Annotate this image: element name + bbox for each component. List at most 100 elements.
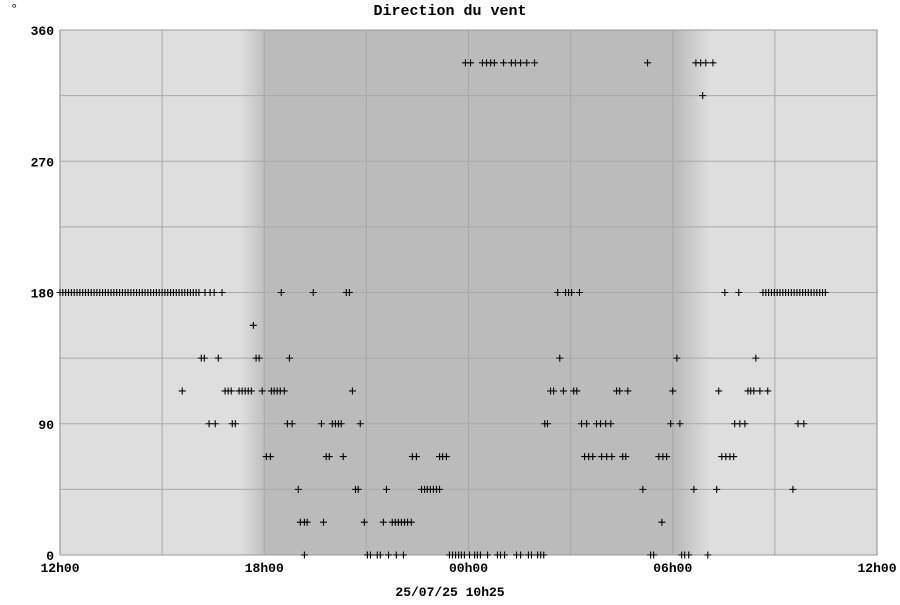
- data-point: [231, 420, 239, 428]
- data-point: [713, 485, 721, 493]
- data-point: [800, 420, 808, 428]
- x-tick-label: 12h00: [40, 561, 79, 576]
- data-point: [385, 551, 393, 559]
- data-point: [227, 387, 235, 395]
- data-point: [690, 485, 698, 493]
- data-point: [280, 387, 288, 395]
- y-tick-label: 360: [31, 24, 55, 39]
- data-point: [575, 289, 583, 296]
- data-point: [285, 354, 293, 362]
- data-point: [382, 485, 390, 493]
- data-point: [669, 387, 677, 395]
- y-tick-label: 180: [31, 287, 55, 302]
- data-point: [550, 387, 558, 395]
- data-point: [821, 289, 829, 296]
- data-point: [258, 387, 266, 395]
- data-point: [399, 551, 407, 559]
- data-point: [412, 453, 420, 461]
- data-point: [360, 518, 368, 526]
- data-point: [715, 387, 723, 395]
- data-point: [709, 59, 717, 67]
- chart-title: Direction du vent: [373, 3, 526, 20]
- data-point: [354, 485, 362, 493]
- data-point: [407, 518, 415, 526]
- data-point: [702, 59, 710, 67]
- data-point: [756, 387, 764, 395]
- data-point: [523, 59, 531, 67]
- data-point: [730, 453, 738, 461]
- data-point: [639, 485, 647, 493]
- data-point: [309, 289, 317, 296]
- data-point: [622, 453, 630, 461]
- data-point: [704, 551, 712, 559]
- data-point: [568, 289, 576, 296]
- data-point: [752, 354, 760, 362]
- data-point: [348, 387, 356, 395]
- x-tick-label: 06h00: [653, 561, 692, 576]
- data-point: [345, 289, 353, 296]
- data-point: [616, 387, 624, 395]
- data-point: [214, 354, 222, 362]
- data-point: [721, 289, 729, 296]
- data-point: [531, 59, 539, 67]
- data-point: [317, 420, 325, 428]
- data-point: [608, 453, 616, 461]
- data-point: [650, 551, 658, 559]
- data-point: [667, 420, 675, 428]
- data-point: [392, 551, 400, 559]
- data-point: [255, 354, 263, 362]
- data-point: [195, 289, 203, 296]
- data-point: [205, 420, 213, 428]
- data-point: [249, 321, 257, 329]
- x-tick-label: 18h00: [245, 561, 284, 576]
- data-point: [501, 551, 509, 559]
- x-tick-label: 00h00: [449, 561, 488, 576]
- data-point: [676, 420, 684, 428]
- data-point: [685, 551, 693, 559]
- data-point: [750, 387, 758, 395]
- data-point: [476, 551, 484, 559]
- data-point: [266, 453, 274, 461]
- data-point: [543, 420, 551, 428]
- data-point: [699, 92, 707, 100]
- data-point: [467, 59, 475, 67]
- data-point: [573, 387, 581, 395]
- data-point: [517, 59, 525, 67]
- data-point: [764, 387, 772, 395]
- data-point: [288, 420, 296, 428]
- y-tick-label: 0: [46, 549, 54, 564]
- data-point: [376, 551, 384, 559]
- data-point: [356, 420, 364, 428]
- data-point: [735, 289, 743, 296]
- data-point: [218, 289, 226, 296]
- data-point: [379, 518, 387, 526]
- data-point: [624, 387, 632, 395]
- x-tick-label: 12h00: [857, 561, 896, 576]
- data-point: [303, 518, 311, 526]
- data-point: [517, 551, 525, 559]
- data-point: [556, 354, 564, 362]
- data-point: [200, 354, 208, 362]
- data-point: [607, 420, 615, 428]
- data-point: [554, 289, 562, 296]
- data-point: [589, 453, 597, 461]
- data-point: [325, 453, 333, 461]
- data-point: [339, 453, 347, 461]
- data-point: [210, 289, 218, 296]
- data-point: [442, 453, 450, 461]
- data-point: [277, 289, 285, 296]
- data-point: [673, 354, 681, 362]
- data-point: [436, 485, 444, 493]
- data-point: [583, 420, 591, 428]
- data-point: [741, 420, 749, 428]
- data-point: [559, 387, 567, 395]
- data-points: [56, 59, 829, 559]
- x-axis-label: 25/07/25 10h25: [395, 585, 504, 600]
- data-point: [500, 59, 508, 67]
- y-tick-label: 90: [38, 418, 54, 433]
- data-point: [337, 420, 345, 428]
- data-point: [644, 59, 652, 67]
- data-point: [366, 551, 374, 559]
